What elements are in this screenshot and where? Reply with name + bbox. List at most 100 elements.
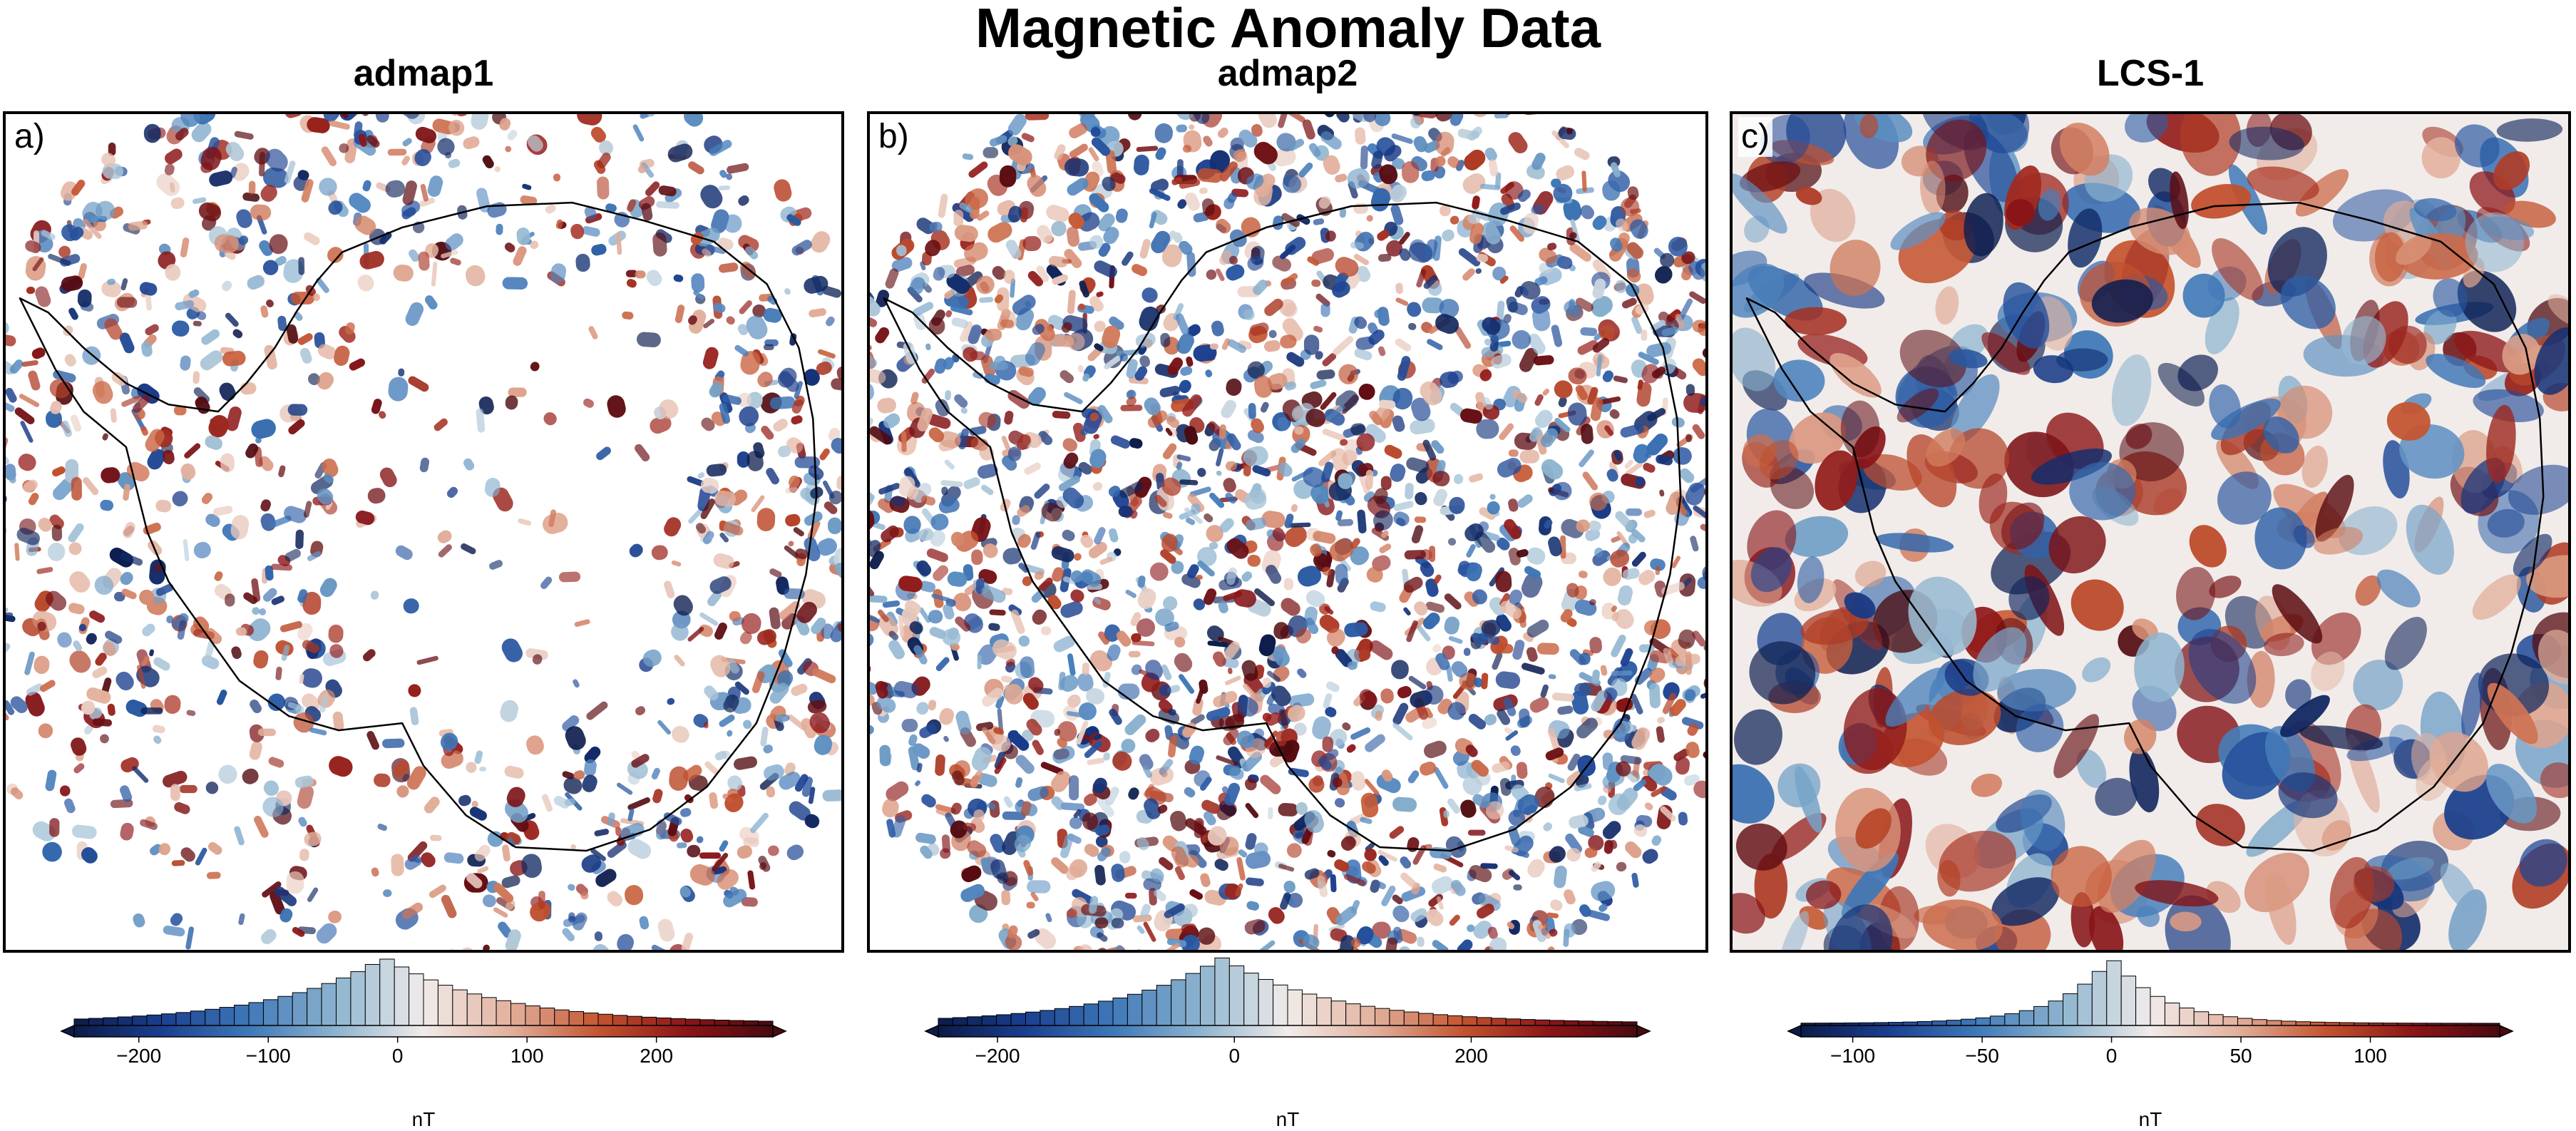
colorbar-histogram-bin [641,1016,657,1026]
colorbar-histogram-bin [554,1009,570,1026]
figure-title: Magnetic Anomaly Data [975,0,1601,59]
colorbar-unit-admap1: nT [411,1108,436,1130]
panel-title-lcs1: LCS-1 [2096,53,2205,94]
antarctica-coastline [19,201,818,852]
colorbar-histogram-bin [627,1015,642,1026]
colorbar-tick-label: 100 [510,1045,544,1063]
colorbar-min-triangle [924,1024,939,1038]
colorbar-histogram-bin [2091,971,2108,1026]
colorbar-histogram-bin [1549,1020,1565,1026]
colorbar-histogram-bin [1316,997,1332,1026]
colorbar-histogram-bin [1185,973,1201,1026]
colorbar-tick-label: −100 [246,1045,291,1063]
colorbar-histogram-bin [350,971,366,1026]
colorbar-histogram-bin [88,1018,104,1026]
colorbar-histogram-bin [466,993,483,1026]
colorbar-histogram-bin [1403,1011,1420,1026]
colorbar-histogram-bin [539,1008,555,1026]
colorbar-max-triangle [772,1024,787,1038]
colorbar-histogram-bin [1505,1018,1522,1026]
colorbar-histogram-bin [981,1015,997,1026]
colorbar-histogram-bin [1243,973,1259,1026]
antarctica-coastline [1745,201,2545,852]
map-panel-lcs1: c) [1730,111,2571,953]
colorbar-histogram-bin [1360,1005,1376,1026]
colorbar-histogram-bin [1112,997,1128,1026]
colorbar-histogram-bin [1214,957,1230,1026]
colorbar-histogram-bin [262,999,279,1026]
colorbar-histogram-bin [2266,1020,2282,1026]
colorbar-histogram-bin [1607,1021,1623,1026]
colorbar-histogram-bin [2281,1020,2297,1026]
colorbar-admap2: −200 0 200 [924,956,1651,1067]
colorbar-histogram-bin [1127,993,1143,1026]
colorbar-histogram-bin [743,1020,759,1026]
colorbar-tick-label: 50 [2229,1045,2252,1063]
magnetic-anomaly-map-lcs1 [1733,114,2568,950]
panel-letter-a: a) [11,117,48,157]
colorbar-histogram-bin [2193,1011,2210,1026]
colorbar-histogram-bin [175,1012,191,1026]
colorbar-histogram-admap2: −200 0 200 [924,957,1651,1067]
colorbar-histogram-bin [568,1010,585,1026]
magnetic-anomaly-map-admap2 [870,114,1705,950]
map-panel-admap2: b) [867,111,1708,953]
colorbar-histogram-bin [1098,1000,1114,1026]
colorbar-histogram-bin [73,1018,89,1026]
colorbar-tick-label: 0 [2106,1045,2118,1063]
colorbar-histogram-bin [1200,966,1216,1026]
colorbar-histogram-bin [510,1003,526,1026]
colorbar-tick-label: −100 [1830,1045,1875,1063]
colorbar-histogram-bin [2295,1021,2311,1026]
colorbar-histogram-bin [952,1017,968,1026]
anomaly-field [870,114,1705,950]
colorbar-histogram-bin [103,1017,118,1026]
colorbar-histogram-bin [2164,1003,2180,1026]
colorbar-histogram-bin [205,1008,220,1026]
colorbar-tick-label: 100 [2354,1045,2387,1063]
colorbar-histogram-bin [1491,1018,1507,1026]
colorbar-histogram-bin [1989,1015,2006,1026]
colorbar-histogram-bin [699,1019,715,1026]
colorbar-histogram-bin [1564,1020,1579,1026]
colorbar-histogram-bin [2135,987,2151,1026]
panel-title-admap1: admap1 [353,53,494,94]
colorbar-histogram-bin [1389,1010,1405,1026]
colorbar-histogram-bin [1141,989,1157,1026]
colorbar-histogram-bin [967,1016,982,1026]
colorbar-histogram-bin [1946,1020,1962,1026]
colorbar-histogram-bin [1330,1000,1347,1026]
colorbar-histogram-bin [2252,1019,2267,1026]
colorbar-histogram-bin [670,1018,687,1026]
colorbar-histogram-bin [1622,1021,1638,1026]
antarctica-coastline [883,201,1682,852]
colorbar-histogram-bin [496,1000,512,1026]
colorbar-lcs1: −100 −50 0 50 100 [1787,956,2514,1067]
colorbar-min-triangle [1787,1024,1802,1038]
colorbar-histogram-bin [481,997,497,1026]
colorbar-histogram-bin [1010,1013,1027,1026]
colorbar-histogram-bin [1156,985,1172,1026]
colorbar-histogram-bin [612,1015,628,1026]
colorbar-histogram-bin [1258,978,1274,1026]
colorbar-histogram-bin [729,1020,744,1026]
colorbar-histogram-bin [1418,1013,1434,1026]
colorbar-histogram-bin [190,1010,206,1026]
colorbar-histogram-bin [161,1013,177,1026]
colorbar-histogram-bin [656,1017,672,1026]
colorbar-histogram-bin [1931,1020,1947,1026]
colorbar-unit-admap2: nT [1276,1108,1300,1130]
colorbar-histogram-bin [437,985,453,1026]
colorbar-histogram-bin [2120,976,2137,1026]
colorbar-histogram-bin [685,1018,701,1026]
colorbar-admap1: −200 −100 0 100 200 [60,956,787,1067]
colorbar-histogram-bin [379,958,395,1026]
colorbar-histogram-bin [292,992,308,1026]
colorbar-histogram-bin [2106,960,2122,1026]
colorbar-histogram-bin [1975,1017,1991,1026]
colorbar-histogram-bin [1534,1019,1551,1026]
colorbar-tick-label: 0 [1228,1045,1240,1063]
colorbar-histogram-bin [2179,1007,2195,1026]
colorbar-histogram-bin [452,989,468,1026]
panel-title-admap2: admap2 [1217,53,1358,94]
